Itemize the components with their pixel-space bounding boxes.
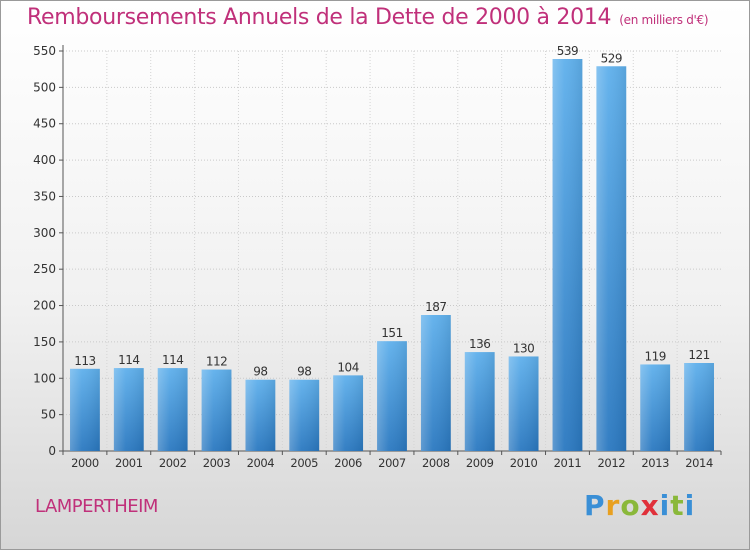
bar-shine-2006 [333, 375, 364, 451]
axis-layer: 0 50 100 150 200 250 300 350 400 450 500 550 2000 200… [33, 44, 722, 470]
value-label-2004: 98 [253, 365, 267, 379]
bar-shine-2012 [596, 66, 627, 451]
category-label-2004: 2004 [247, 456, 275, 470]
category-label-2006: 2006 [334, 456, 362, 470]
category-label-2013: 2013 [641, 456, 669, 470]
category-label-2014: 2014 [685, 456, 713, 470]
category-label-2001: 2001 [115, 456, 143, 470]
bar-shine-2008 [420, 315, 451, 451]
city-name: LAMPERTHEIM [35, 496, 158, 517]
label-layer: 113 114 114 112 98 98 104 151 187 136 130 539 529 119… [74, 44, 710, 379]
y-tick-label: 400 [33, 153, 56, 167]
chart-title-text: Remboursements Annuels de la Dette de 20… [27, 5, 612, 30]
category-label-2000: 2000 [71, 456, 99, 470]
value-label-2014: 121 [688, 348, 709, 362]
y-tick-label: 450 [33, 117, 56, 131]
bar-shine-2004 [245, 379, 276, 451]
y-tick-label: 350 [33, 189, 56, 203]
value-label-2005: 98 [297, 365, 311, 379]
bar-shine-2011 [552, 59, 583, 451]
bar-shine-2002 [157, 368, 188, 451]
value-label-2007: 151 [381, 326, 402, 340]
value-label-2010: 130 [513, 341, 534, 355]
bar-shine-2007 [377, 341, 407, 451]
category-label-2010: 2010 [510, 456, 538, 470]
bar-shine-2000 [70, 368, 100, 451]
category-label-2009: 2009 [466, 456, 494, 470]
value-label-2011: 539 [557, 44, 578, 58]
bar-shine-2003 [201, 369, 232, 451]
y-tick-label: 300 [33, 226, 56, 240]
bar-shine-2013 [640, 364, 671, 451]
value-label-2013: 119 [644, 349, 665, 363]
y-tick-label: 150 [33, 335, 56, 349]
y-tick-label: 500 [33, 80, 56, 94]
value-label-2003: 112 [206, 355, 227, 369]
proxiti-logo[interactable]: Proxiti [584, 489, 696, 522]
chart-unit: (en milliers d'€) [619, 13, 709, 27]
category-label-2012: 2012 [597, 456, 625, 470]
category-label-2002: 2002 [159, 456, 187, 470]
bar-layer [70, 59, 714, 451]
y-tick-label: 200 [33, 299, 56, 313]
bar-shine-2005 [289, 379, 320, 451]
value-label-2001: 114 [118, 353, 139, 367]
chart-title: Remboursements Annuels de la Dette de 20… [27, 5, 709, 30]
grid-layer [63, 50, 721, 451]
bar-shine-2001 [113, 368, 144, 451]
value-label-2008: 187 [425, 300, 446, 314]
y-tick-label: 50 [41, 408, 56, 422]
value-label-2006: 104 [337, 360, 358, 374]
category-label-2005: 2005 [290, 456, 318, 470]
y-tick-label: 550 [33, 44, 56, 58]
y-tick-label: 250 [33, 262, 56, 276]
value-label-2009: 136 [469, 337, 490, 351]
value-label-2012: 529 [601, 51, 622, 65]
value-label-2002: 114 [162, 353, 183, 367]
bar-shine-2014 [684, 363, 714, 451]
y-tick-label: 0 [48, 444, 56, 458]
bar-shine-2010 [508, 356, 539, 451]
y-tick-label: 100 [33, 371, 56, 385]
category-label-2011: 2011 [554, 456, 582, 470]
value-label-2000: 113 [74, 354, 95, 368]
category-label-2008: 2008 [422, 456, 450, 470]
bar-shine-2009 [464, 352, 495, 451]
category-label-2007: 2007 [378, 456, 406, 470]
category-label-2003: 2003 [203, 456, 231, 470]
